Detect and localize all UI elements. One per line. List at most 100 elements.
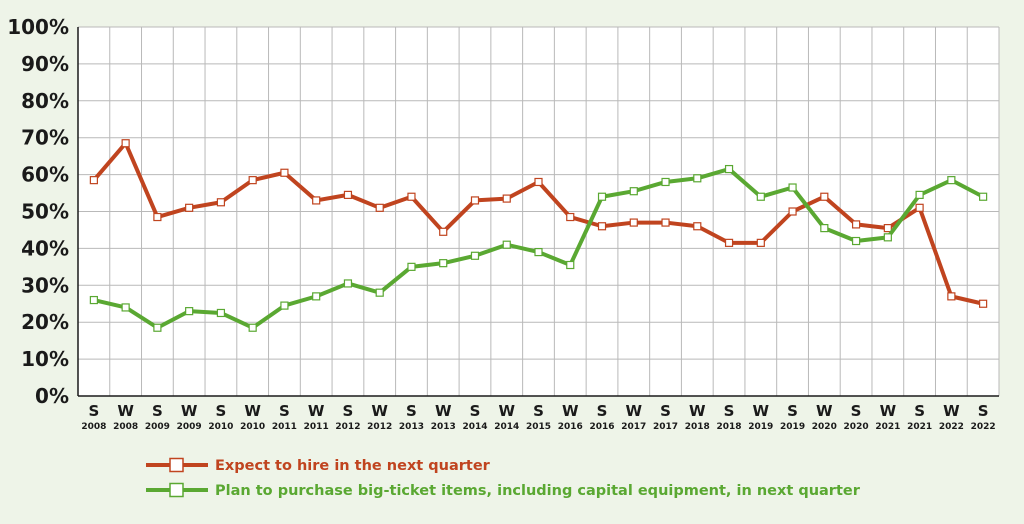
data-point <box>566 260 575 270</box>
x-tick-season: W <box>753 402 770 420</box>
data-point <box>439 259 448 268</box>
data-point <box>724 164 734 174</box>
x-tick-season: W <box>943 402 960 420</box>
data-point <box>375 288 384 297</box>
x-tick-season: W <box>498 402 515 420</box>
x-tick-season: S <box>533 402 544 420</box>
x-tick-year: 2009 <box>145 422 170 432</box>
y-tick-label: 20% <box>21 310 69 334</box>
x-tick-year: 2020 <box>844 422 869 432</box>
data-point <box>470 251 480 260</box>
data-point <box>502 194 511 203</box>
x-tick-year: 2016 <box>558 422 583 432</box>
x-tick-season: S <box>914 402 925 420</box>
x-tick-season: S <box>152 402 163 420</box>
data-point <box>883 224 892 233</box>
x-tick-year: 2009 <box>177 422 202 432</box>
x-tick-year: 2017 <box>621 422 646 432</box>
data-point <box>661 177 670 187</box>
data-point <box>788 207 797 216</box>
legend-marker <box>169 457 184 473</box>
x-tick-year: 2022 <box>971 422 996 432</box>
data-point <box>280 301 289 310</box>
x-tick-year: 2012 <box>335 422 360 432</box>
x-tick-year: 2010 <box>208 422 233 432</box>
data-point <box>439 227 448 236</box>
legend-label: Plan to purchase big-ticket items, inclu… <box>215 483 861 499</box>
data-point <box>280 168 289 177</box>
y-tick-label: 90% <box>21 52 69 76</box>
legend-label: Expect to hire in the next quarter <box>215 458 491 474</box>
x-tick-year: 2019 <box>780 422 805 432</box>
data-point <box>153 212 162 222</box>
x-tick-season: W <box>371 402 388 420</box>
y-tick-label: 40% <box>21 236 69 260</box>
data-point <box>851 236 861 246</box>
x-tick-season: S <box>406 402 417 420</box>
data-point <box>216 308 226 318</box>
data-point <box>756 192 765 201</box>
x-tick-season: W <box>244 402 261 420</box>
data-point <box>566 212 575 222</box>
x-tick-season: S <box>279 402 290 420</box>
x-tick-season: W <box>626 402 643 420</box>
y-tick-label: 0% <box>35 384 69 408</box>
x-tick-year: 2011 <box>272 422 297 432</box>
data-point <box>343 279 353 288</box>
data-point <box>947 176 956 185</box>
data-point <box>629 187 638 196</box>
legend-marker <box>169 482 184 498</box>
x-tick-season: S <box>851 402 862 420</box>
y-tick-label: 30% <box>21 273 69 297</box>
data-point <box>121 303 130 312</box>
data-point <box>915 203 924 212</box>
data-point <box>820 192 829 201</box>
x-tick-year: 2014 <box>462 422 487 432</box>
x-tick-season: W <box>562 402 579 420</box>
data-point <box>534 177 543 187</box>
data-point <box>89 176 98 185</box>
data-point <box>979 192 988 201</box>
data-point <box>534 247 543 257</box>
x-tick-season: S <box>660 402 671 420</box>
data-point <box>883 233 892 242</box>
x-tick-year: 2013 <box>399 422 424 432</box>
x-tick-season: W <box>435 402 452 420</box>
x-tick-year: 2019 <box>748 422 773 432</box>
x-tick-year: 2017 <box>653 422 678 432</box>
x-tick-year: 2021 <box>907 422 932 432</box>
x-tick-season: W <box>689 402 706 420</box>
series-layer <box>89 139 988 332</box>
x-tick-season: S <box>597 402 608 420</box>
data-point <box>915 190 924 199</box>
x-tick-year: 2021 <box>875 422 900 432</box>
data-point <box>851 220 861 229</box>
data-point <box>248 176 257 185</box>
data-point <box>312 196 321 205</box>
y-axis-ticks: 100% 90% 80% 70% 60% 50% 40% 30% 20% 10% 0% <box>7 15 69 408</box>
data-point <box>407 192 416 201</box>
data-point <box>248 323 257 332</box>
data-point <box>661 218 670 227</box>
data-point <box>947 292 956 301</box>
data-point <box>375 203 384 212</box>
data-point <box>756 238 765 247</box>
x-tick-season: S <box>343 402 354 420</box>
data-point <box>343 190 353 199</box>
x-tick-year: 2022 <box>939 422 964 432</box>
data-point <box>312 292 321 301</box>
data-point <box>629 218 638 227</box>
data-point <box>153 323 162 332</box>
x-tick-season: S <box>787 402 798 420</box>
x-tick-year: 2015 <box>526 422 551 432</box>
data-point <box>979 299 988 308</box>
data-point <box>597 192 607 201</box>
y-tick-label: 60% <box>21 163 69 187</box>
data-point <box>724 238 734 247</box>
series-1 <box>89 139 988 308</box>
y-tick-label: 50% <box>21 200 69 224</box>
data-point <box>89 295 98 305</box>
x-tick-year: 2010 <box>240 422 265 432</box>
data-point <box>597 222 607 231</box>
